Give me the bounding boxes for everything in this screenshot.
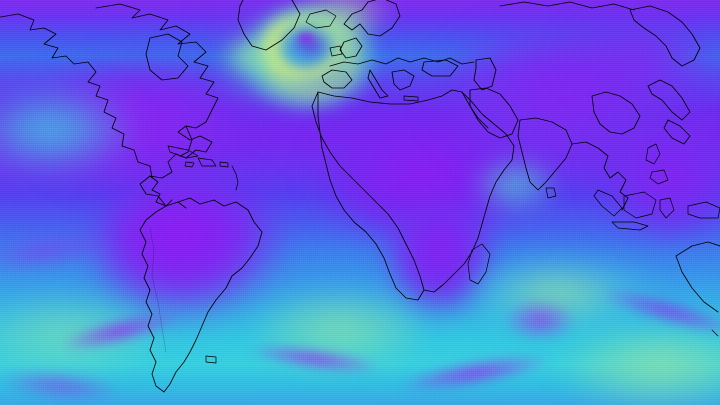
coast-crete [404,96,418,101]
low-labrador-sea [222,36,280,76]
jet-southern-ocean-east [560,330,720,405]
coast-russia-far-east [630,6,700,66]
coast-andes-ridge [150,228,166,352]
coast-new-zealand [712,330,718,336]
coast-jamaica [185,162,194,167]
coast-south-america [140,198,262,392]
coast-korea-japan [648,80,690,120]
coast-arabia [470,88,518,138]
coast-sumatra [594,190,622,216]
streak-southern-calm-5 [505,300,575,340]
coast-japan-south [664,120,690,144]
coast-java [612,222,648,230]
coast-madagascar [468,244,490,284]
coast-africa [312,92,424,300]
coast-sulawesi [660,198,674,218]
coast-cuba [168,146,198,158]
coast-australia [676,242,720,312]
calm-region-amazon [95,180,285,320]
coast-iceland [306,10,336,28]
coast-alaska [0,14,152,178]
coast-india [518,118,572,190]
coast-black-sea [422,60,458,76]
coast-florida [180,126,192,156]
coast-hudson-bay [146,34,188,80]
coast-canada-arctic [96,4,218,110]
coast-southeast-asia [572,142,628,210]
coast-iberia-med [322,70,352,88]
coast-europe-mainland [330,58,474,66]
coast-falklands [206,356,216,363]
coast-greenland [238,0,300,50]
coast-red-sea [462,92,488,128]
coast-lesser-antilles [232,166,238,190]
coast-sri-lanka [546,188,556,198]
coast-hispaniola [198,158,216,166]
coast-china-east [592,92,640,134]
coast-philippines-south [650,170,668,184]
coast-balkans-greece [392,70,414,90]
coast-new-guinea [688,202,720,218]
coast-siberia-north [500,2,634,10]
coast-scandinavia [344,0,400,36]
coast-north-africa [318,90,462,104]
cyclone-eye [296,31,316,45]
coast-italy [368,70,388,98]
jet-arabian-sea [470,155,560,215]
coast-ireland [330,46,342,56]
coast-puerto-rico [220,162,228,167]
coast-philippines [646,144,660,164]
coast-africa-east [424,92,514,292]
coast-borneo [624,192,656,218]
coast-uk [340,38,362,58]
calm-region-southeast-asia [600,120,720,240]
